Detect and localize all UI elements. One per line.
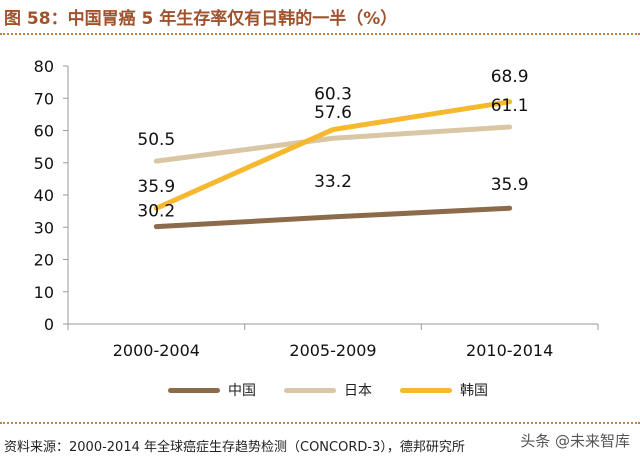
legend-swatch-japan xyxy=(284,387,336,393)
source-divider xyxy=(0,422,640,424)
data-label: 35.9 xyxy=(491,175,529,195)
legend-item-japan[interactable]: 日本 xyxy=(284,380,372,400)
chart-legend: 中国 日本 韩国 xyxy=(168,379,516,401)
legend-label-japan: 日本 xyxy=(344,383,372,399)
legend-label-korea: 韩国 xyxy=(460,383,488,399)
y-tick-label: 60 xyxy=(34,122,54,141)
data-labels: 30.2 33.2 35.9 50.5 57.6 61.1 35.9 60.3 68.9 xyxy=(137,67,528,222)
series-line-0 xyxy=(153,205,513,230)
data-label: 60.3 xyxy=(314,85,352,105)
page-title: 图 58：中国胃癌 5 年生存率仅有日韩的一半（%） xyxy=(4,9,398,29)
y-tick-label: 40 xyxy=(34,186,54,205)
y-tick-label: 0 xyxy=(44,315,54,334)
series-line-2 xyxy=(153,99,513,211)
title-divider xyxy=(0,33,640,35)
y-axis: 0 10 20 30 40 50 60 70 80 xyxy=(34,57,69,334)
x-tick-label: 2010-2014 xyxy=(466,341,553,360)
y-tick-label: 80 xyxy=(34,57,54,76)
series-lines xyxy=(153,99,513,230)
x-tick-label: 2005-2009 xyxy=(289,341,376,360)
x-tick-label: 2000-2004 xyxy=(113,341,200,360)
y-tick-label: 10 xyxy=(34,283,54,302)
data-label: 50.5 xyxy=(137,130,175,150)
legend-label-china: 中国 xyxy=(228,383,256,399)
data-label: 33.2 xyxy=(314,172,352,192)
source-note: 资料来源：2000-2014 年全球癌症生存趋势检测（CONCORD-3），德邦… xyxy=(4,440,465,455)
y-tick-label: 30 xyxy=(34,218,54,237)
legend-item-china[interactable]: 中国 xyxy=(168,380,256,400)
data-label: 61.1 xyxy=(491,96,529,116)
x-axis: 2000-2004 2005-2009 2010-2014 xyxy=(67,323,599,360)
y-tick-label: 70 xyxy=(34,89,54,108)
data-label: 57.6 xyxy=(314,103,352,123)
legend-swatch-korea xyxy=(400,387,452,393)
legend-swatch-china xyxy=(168,387,220,393)
data-label: 68.9 xyxy=(491,67,529,87)
watermark: 头条 @未来智库 xyxy=(520,432,630,450)
data-label: 35.9 xyxy=(137,177,175,197)
y-tick-label: 50 xyxy=(34,154,54,173)
series-line-1 xyxy=(153,124,513,164)
data-label: 30.2 xyxy=(137,202,175,222)
legend-item-korea[interactable]: 韩国 xyxy=(400,380,488,400)
y-tick-label: 20 xyxy=(34,251,54,270)
